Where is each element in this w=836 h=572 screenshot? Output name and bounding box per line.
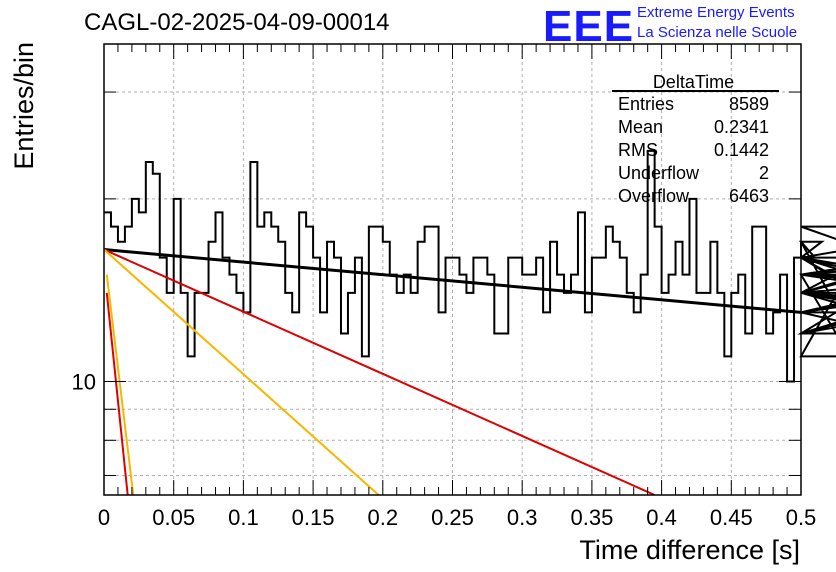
fit-line xyxy=(105,292,129,496)
histogram-line xyxy=(104,149,836,383)
x-tick-label: 0.05 xyxy=(152,505,195,530)
stats-label: Entries xyxy=(618,94,674,114)
fit-line xyxy=(103,248,656,496)
stats-label: Mean xyxy=(618,117,663,137)
fit-line xyxy=(105,274,135,496)
stats-title: DeltaTime xyxy=(653,72,734,92)
grid xyxy=(103,44,802,495)
y-tick-label: 10 xyxy=(72,369,96,394)
stats-value: 0.2341 xyxy=(714,117,769,137)
org-subtitle: La Scienza nelle Scuole xyxy=(637,24,798,41)
run-title: CAGL-02-2025-04-09-00014 xyxy=(84,9,390,36)
fit-lines xyxy=(103,248,802,496)
histogram xyxy=(104,149,836,383)
x-tick-label: 0.1 xyxy=(228,505,259,530)
stats-label: Underflow xyxy=(618,163,700,183)
x-tick-label: 0 xyxy=(98,505,110,530)
x-tick-label: 0.3 xyxy=(507,505,538,530)
x-axis-label: Time difference [s] xyxy=(579,535,800,565)
fit-line xyxy=(103,248,802,314)
org-name: Extreme Energy Events xyxy=(637,4,795,21)
x-tick-label: 0.15 xyxy=(292,505,335,530)
stats-value: 8589 xyxy=(729,94,769,114)
x-tick-label: 0.35 xyxy=(570,505,613,530)
stats-value: 0.1442 xyxy=(714,140,769,160)
stats-label: Overflow xyxy=(618,186,690,206)
x-tick-label: 0.45 xyxy=(710,505,753,530)
axes: 0 0.05 0.1 0.15 0.2 0.25 0.3 0.35 0.4 0.45 0.5 10 xyxy=(72,43,817,530)
stats-label: RMS xyxy=(618,140,658,160)
x-tick-label: 0.25 xyxy=(431,505,474,530)
x-tick-label: 0.5 xyxy=(786,505,817,530)
y-axis-label: Entries/bin xyxy=(9,42,39,170)
stats-value: 2 xyxy=(759,163,769,183)
fit-line xyxy=(103,248,380,496)
x-tick-label: 0.4 xyxy=(646,505,677,530)
stats-value: 6463 xyxy=(729,186,769,206)
eee-logo: EEE xyxy=(543,2,635,51)
x-tick-label: 0.2 xyxy=(368,505,399,530)
